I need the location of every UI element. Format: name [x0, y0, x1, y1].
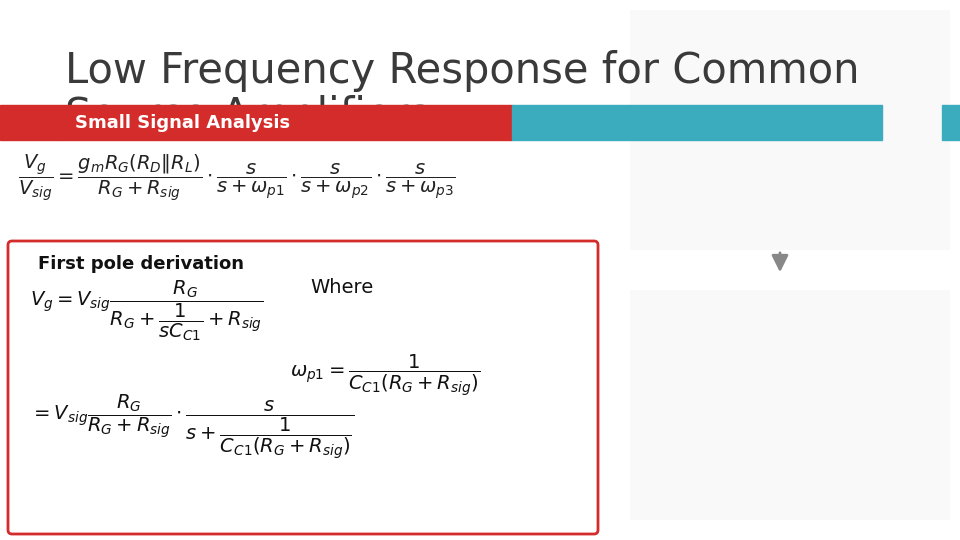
FancyBboxPatch shape — [8, 241, 598, 534]
Bar — [62, 105, 512, 140]
Bar — [630, 10, 950, 250]
Text: Low Frequency Response for Common: Low Frequency Response for Common — [65, 50, 859, 92]
Text: Source Amplifiers: Source Amplifiers — [65, 95, 430, 137]
Text: Where: Where — [310, 278, 373, 297]
Bar — [630, 290, 950, 520]
Text: $= V_{sig} \dfrac{R_G}{R_G + R_{sig}} \cdot \dfrac{s}{s + \dfrac{1}{C_{C1}(R_G +: $= V_{sig} \dfrac{R_G}{R_G + R_{sig}} \c… — [30, 392, 354, 461]
Text: $V_g = V_{sig} \dfrac{R_G}{R_G + \dfrac{1}{sC_{C1}} + R_{sig}}$: $V_g = V_{sig} \dfrac{R_G}{R_G + \dfrac{… — [30, 278, 263, 343]
Text: Small Signal Analysis: Small Signal Analysis — [75, 114, 290, 132]
Bar — [512, 105, 882, 140]
Text: First pole derivation: First pole derivation — [38, 255, 244, 273]
Text: $\dfrac{V_g}{V_{sig}} = \dfrac{g_m R_G (R_D \| R_L)}{R_G + R_{sig}} \cdot \dfrac: $\dfrac{V_g}{V_{sig}} = \dfrac{g_m R_G (… — [18, 152, 456, 202]
Text: $\omega_{p1} = \dfrac{1}{C_{C1}(R_G + R_{sig})}$: $\omega_{p1} = \dfrac{1}{C_{C1}(R_G + R_… — [290, 352, 480, 397]
Bar — [620, 0, 960, 540]
Bar — [0, 105, 62, 140]
Bar — [942, 105, 960, 140]
